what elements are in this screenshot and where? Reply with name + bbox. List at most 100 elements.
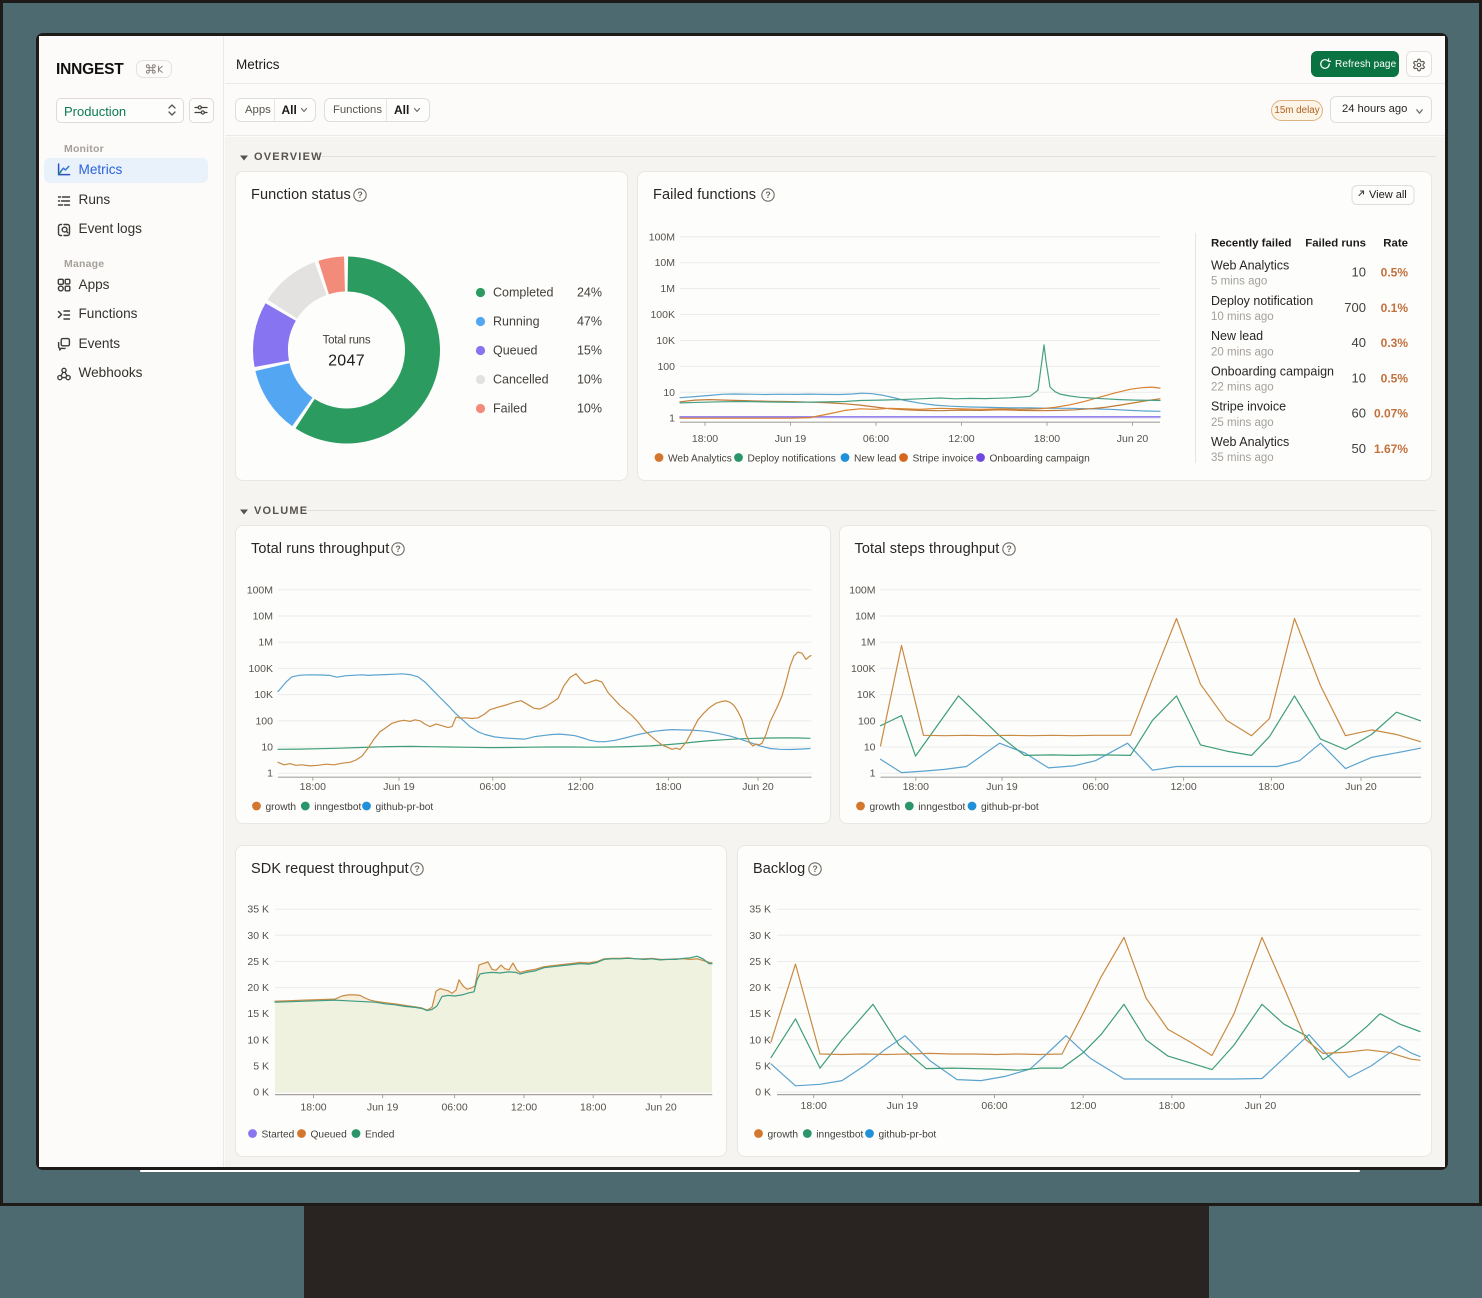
svg-text:?: ?: [1006, 544, 1011, 554]
svg-text:47%: 47%: [577, 315, 602, 329]
svg-text:Failed runs: Failed runs: [1305, 238, 1366, 250]
svg-text:1M: 1M: [660, 283, 675, 295]
svg-text:10M: 10M: [855, 611, 875, 623]
svg-text:18:00: 18:00: [1034, 433, 1060, 445]
svg-text:2047: 2047: [328, 353, 365, 370]
svg-text:Queued: Queued: [311, 1129, 348, 1140]
svg-text:12:00: 12:00: [511, 1102, 537, 1114]
svg-text:10K: 10K: [254, 689, 273, 701]
svg-text:Deploy notification: Deploy notification: [1211, 294, 1313, 308]
svg-text:Jun 19: Jun 19: [775, 433, 807, 445]
svg-text:10K: 10K: [656, 335, 675, 347]
svg-text:?: ?: [812, 864, 817, 874]
svg-text:100M: 100M: [649, 231, 675, 243]
svg-text:12:00: 12:00: [1170, 781, 1196, 793]
svg-text:06:00: 06:00: [863, 433, 889, 445]
svg-text:18:00: 18:00: [1258, 781, 1284, 793]
svg-text:1M: 1M: [860, 637, 875, 649]
svg-text:Jun 20: Jun 20: [1117, 433, 1149, 445]
svg-text:10%: 10%: [577, 402, 602, 416]
svg-text:0 K: 0 K: [755, 1087, 771, 1099]
svg-text:0.3%: 0.3%: [1381, 336, 1409, 350]
svg-text:10K: 10K: [856, 689, 875, 701]
svg-text:5 K: 5 K: [755, 1061, 771, 1073]
svg-text:18:00: 18:00: [580, 1102, 606, 1114]
svg-text:Web Analytics: Web Analytics: [668, 453, 732, 464]
svg-text:New lead: New lead: [854, 453, 897, 464]
svg-text:18:00: 18:00: [1159, 1100, 1185, 1112]
svg-text:15%: 15%: [577, 344, 602, 358]
svg-text:10 K: 10 K: [749, 1034, 771, 1046]
svg-text:Queued: Queued: [493, 344, 538, 358]
svg-text:Web Analytics: Web Analytics: [1211, 259, 1289, 273]
svg-text:1: 1: [267, 768, 273, 780]
svg-text:25 K: 25 K: [749, 956, 771, 968]
svg-text:inngestbot: inngestbot: [816, 1129, 863, 1140]
svg-text:06:00: 06:00: [1082, 781, 1108, 793]
svg-text:Jun 20: Jun 20: [1345, 781, 1377, 793]
svg-text:1M: 1M: [258, 637, 273, 649]
svg-text:Jun 20: Jun 20: [1245, 1100, 1277, 1112]
svg-text:growth: growth: [869, 802, 900, 813]
svg-text:10 K: 10 K: [247, 1034, 269, 1046]
svg-text:Jun 19: Jun 19: [986, 781, 1018, 793]
svg-text:inngestbot: inngestbot: [314, 802, 361, 813]
svg-text:40: 40: [1352, 335, 1366, 350]
svg-text:github-pr-bot: github-pr-bot: [981, 802, 1039, 813]
svg-text:Stripe invoice: Stripe invoice: [913, 453, 974, 464]
svg-text:30 K: 30 K: [749, 930, 771, 942]
svg-text:15 K: 15 K: [247, 1008, 269, 1020]
svg-text:Jun 20: Jun 20: [645, 1102, 677, 1114]
svg-text:100M: 100M: [849, 584, 875, 596]
svg-text:0.1%: 0.1%: [1381, 301, 1409, 315]
svg-text:100K: 100K: [248, 663, 273, 675]
svg-text:5 mins ago: 5 mins ago: [1211, 276, 1267, 288]
svg-text:18:00: 18:00: [801, 1100, 827, 1112]
svg-text:Onboarding campaign: Onboarding campaign: [990, 453, 1090, 464]
svg-text:Started: Started: [262, 1129, 295, 1140]
svg-text:growth: growth: [768, 1129, 799, 1140]
svg-text:?: ?: [765, 190, 770, 200]
svg-text:18:00: 18:00: [655, 781, 681, 793]
svg-text:100: 100: [657, 361, 675, 373]
svg-text:Rate: Rate: [1383, 238, 1408, 250]
svg-text:12:00: 12:00: [1070, 1100, 1096, 1112]
svg-text:24%: 24%: [577, 286, 602, 300]
svg-text:100K: 100K: [850, 663, 875, 675]
svg-text:Jun 19: Jun 19: [383, 781, 415, 793]
svg-text:github-pr-bot: github-pr-bot: [879, 1129, 937, 1140]
svg-text:100K: 100K: [650, 309, 675, 321]
svg-text:10: 10: [663, 387, 675, 399]
svg-text:?: ?: [414, 864, 419, 874]
svg-text:20 K: 20 K: [247, 982, 269, 994]
svg-text:Cancelled: Cancelled: [493, 373, 549, 387]
svg-text:inngestbot: inngestbot: [918, 802, 965, 813]
svg-text:?: ?: [357, 190, 362, 200]
svg-text:18:00: 18:00: [902, 781, 928, 793]
svg-text:18:00: 18:00: [300, 781, 326, 793]
svg-text:06:00: 06:00: [441, 1102, 467, 1114]
svg-text:12:00: 12:00: [948, 433, 974, 445]
svg-text:Jun 19: Jun 19: [367, 1102, 399, 1114]
svg-text:15 K: 15 K: [749, 1008, 771, 1020]
svg-text:700: 700: [1344, 300, 1366, 315]
svg-text:Total runs: Total runs: [323, 335, 371, 347]
svg-text:Deploy notifications: Deploy notifications: [748, 453, 836, 464]
svg-text:Stripe invoice: Stripe invoice: [1211, 400, 1286, 414]
svg-text:35 K: 35 K: [247, 904, 269, 916]
svg-text:10%: 10%: [577, 373, 602, 387]
svg-text:Running: Running: [493, 315, 540, 329]
svg-text:0 K: 0 K: [253, 1087, 269, 1099]
svg-text:Web Analytics: Web Analytics: [1211, 435, 1289, 449]
svg-text:25 K: 25 K: [247, 956, 269, 968]
svg-text:View all: View all: [1369, 189, 1407, 201]
svg-text:50: 50: [1352, 441, 1366, 456]
svg-text:60: 60: [1352, 406, 1366, 421]
svg-text:10M: 10M: [253, 611, 273, 623]
svg-text:100: 100: [857, 715, 875, 727]
svg-text:Jun 19: Jun 19: [887, 1100, 919, 1112]
svg-text:10: 10: [1352, 370, 1366, 385]
svg-text:1: 1: [669, 413, 675, 425]
svg-text:100M: 100M: [247, 584, 273, 596]
svg-text:35 K: 35 K: [749, 904, 771, 916]
